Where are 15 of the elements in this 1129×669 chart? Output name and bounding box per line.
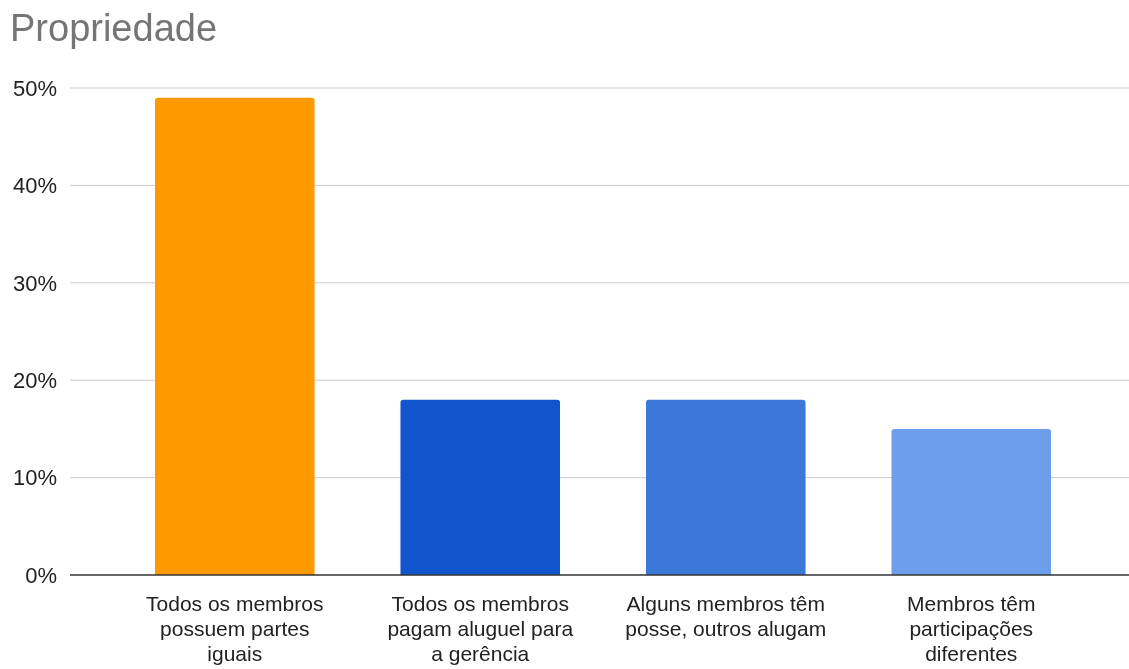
y-tick-label: 20% <box>12 367 57 393</box>
y-tick-label: 50% <box>12 75 57 101</box>
y-tick-label: 40% <box>12 173 57 199</box>
y-tick-label: 0% <box>25 562 57 588</box>
bar <box>154 97 315 575</box>
y-tick-label: 30% <box>12 270 57 296</box>
bar <box>645 399 806 575</box>
bar <box>400 399 561 575</box>
x-tick-label: Todos os membros pagam aluguel para a gerência <box>387 592 574 665</box>
x-tick-label: Alguns membros têm posse, outros alugam <box>625 592 827 640</box>
x-tick-label: Membros têm participações diferentes <box>907 592 1036 665</box>
y-tick-label: 10% <box>12 465 57 491</box>
bar <box>891 428 1052 575</box>
x-tick-label: Todos os membros possuem partes iguais <box>146 592 324 665</box>
chart-title: Propriedade <box>10 7 218 49</box>
